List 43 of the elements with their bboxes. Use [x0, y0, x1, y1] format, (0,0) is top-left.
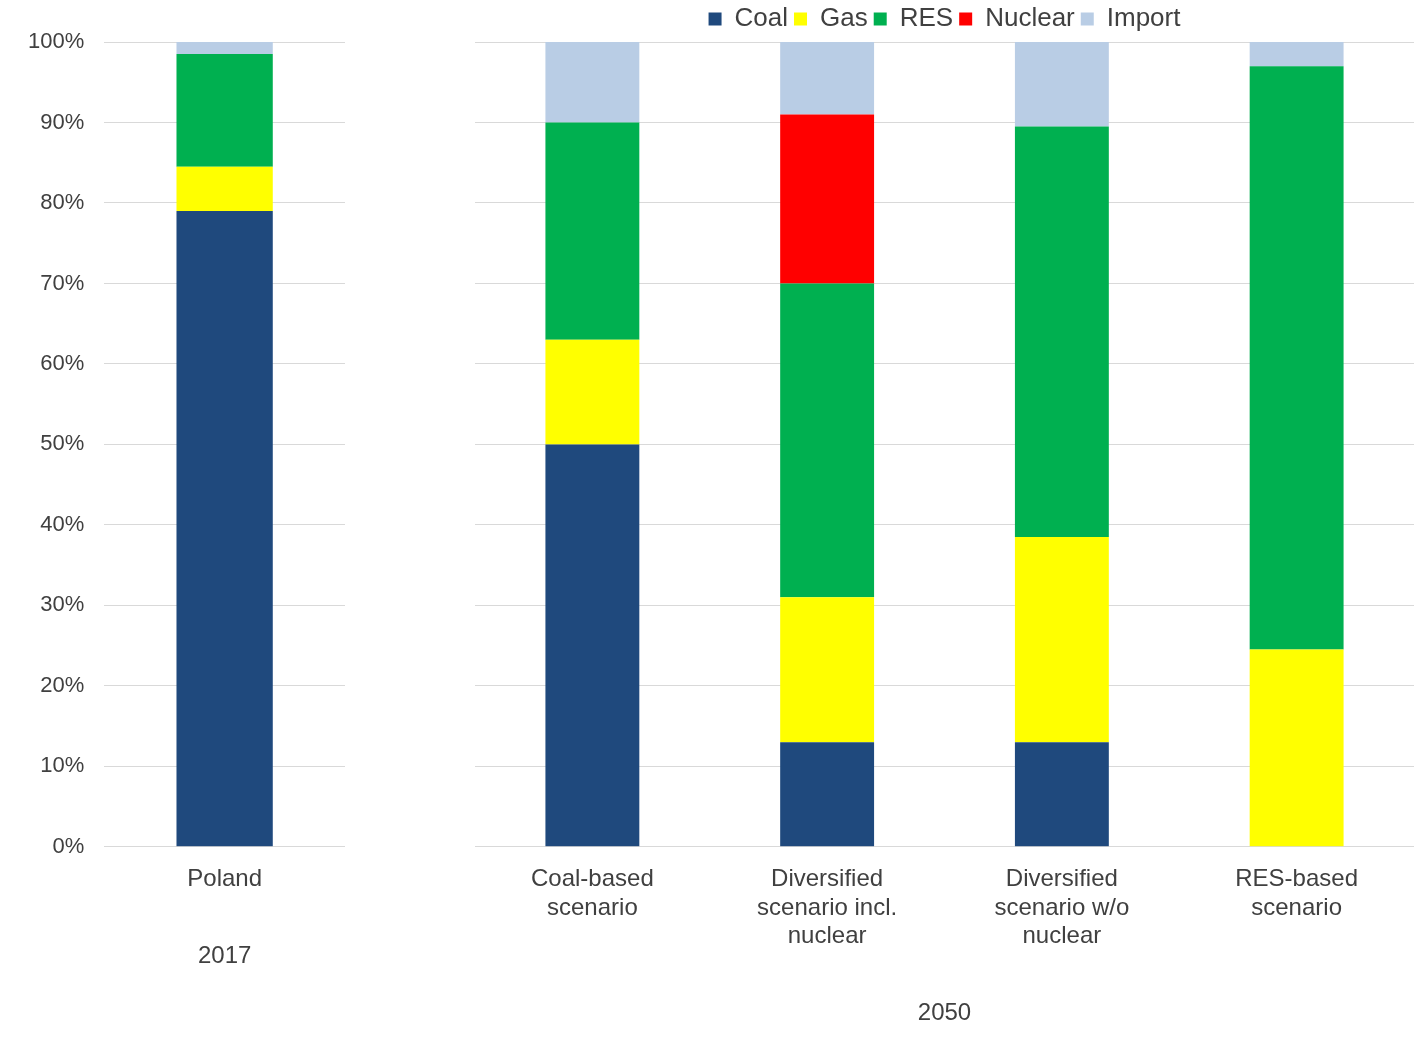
bar — [176, 211, 273, 847]
legend-label: Nuclear — [985, 2, 1076, 33]
x-tick-label: Poland — [187, 863, 262, 891]
bar — [780, 114, 875, 284]
x-tick-label: RES-based scenario — [1235, 863, 1358, 920]
y-tick-label: 80% — [40, 189, 85, 215]
bar — [176, 166, 273, 212]
legend-label: Coal — [734, 2, 789, 33]
y-tick-label: 100% — [27, 28, 85, 54]
bar — [780, 283, 875, 598]
bar — [1014, 42, 1109, 127]
legend-label: RES — [899, 2, 954, 33]
x-axis-title: 2017 — [197, 940, 252, 968]
bar — [545, 42, 640, 123]
legend-label: Gas — [820, 2, 868, 33]
legend-label: Import — [1106, 2, 1182, 33]
bar — [176, 42, 273, 55]
y-tick-label: 30% — [40, 591, 85, 617]
y-tick-label: 60% — [40, 349, 85, 375]
bar — [545, 122, 640, 340]
y-tick-label: 70% — [40, 269, 85, 295]
x-axis-title: 2050 — [917, 998, 972, 1026]
bar — [780, 42, 875, 115]
y-tick-label: 40% — [40, 510, 85, 536]
bar — [1249, 66, 1344, 650]
y-tick-label: 10% — [40, 752, 85, 778]
y-tick-label: 90% — [40, 108, 85, 134]
bar — [545, 339, 640, 445]
bar — [176, 54, 273, 167]
bar — [780, 597, 875, 743]
bar — [1249, 649, 1344, 847]
bar — [1014, 126, 1109, 537]
x-tick-label: Diversified scenario w/o nuclear — [994, 863, 1130, 949]
bar — [1014, 536, 1109, 743]
y-tick-label: 20% — [40, 671, 85, 697]
bar — [780, 742, 875, 847]
y-tick-label: 50% — [40, 430, 85, 456]
y-tick-label: 0% — [52, 832, 85, 858]
x-tick-label: Coal-based scenario — [531, 863, 654, 920]
bar — [1249, 42, 1344, 67]
x-tick-label: Diversified scenario incl. nuclear — [757, 863, 898, 949]
bar — [545, 444, 640, 847]
bar — [1014, 742, 1109, 847]
